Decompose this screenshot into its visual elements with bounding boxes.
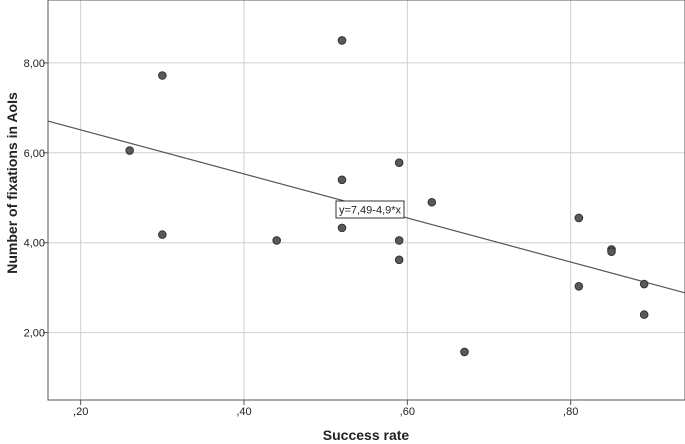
- grid: [48, 0, 685, 400]
- data-point: [337, 223, 347, 233]
- x-axis-ticks: ,20 ,40 ,60 ,80: [73, 400, 578, 418]
- data-point: [158, 71, 167, 80]
- data-point: [639, 279, 649, 289]
- data-point: [639, 310, 649, 319]
- plot-frame: [47, 0, 685, 401]
- data-point: [574, 281, 584, 291]
- y-tick-label: 6,00: [24, 148, 45, 160]
- y-axis-title: Number of fixations in AoIs: [4, 92, 20, 274]
- y-axis-ticks: 2,00 4,00 6,00 8,00: [24, 58, 48, 340]
- y-tick-label: 2,00: [24, 328, 45, 340]
- x-tick-label: ,20: [73, 406, 88, 418]
- data-point: [460, 347, 469, 357]
- data-point: [394, 255, 404, 265]
- data-point: [337, 36, 347, 45]
- data-points: [125, 36, 649, 357]
- fit-equation-box: [335, 200, 405, 219]
- x-tick-label: ,80: [563, 406, 578, 418]
- data-point: [394, 236, 404, 245]
- data-point: [337, 175, 347, 185]
- data-point: [607, 247, 616, 256]
- x-tick-label: ,60: [400, 406, 415, 418]
- x-tick-label: ,40: [236, 406, 251, 418]
- data-point: [158, 230, 167, 239]
- data-point: [125, 146, 134, 155]
- data-point: [427, 197, 437, 207]
- y-tick-label: 8,00: [24, 58, 45, 70]
- x-axis-title: Success rate: [323, 427, 410, 443]
- y-tick-label: 4,00: [24, 238, 45, 250]
- data-point: [272, 236, 281, 245]
- data-point: [394, 158, 404, 167]
- data-point: [574, 213, 584, 223]
- fit-equation-label: y=7,49-4,9*x: [335, 200, 405, 219]
- fit-equation-text: y=7,49-4,9*x: [339, 205, 402, 217]
